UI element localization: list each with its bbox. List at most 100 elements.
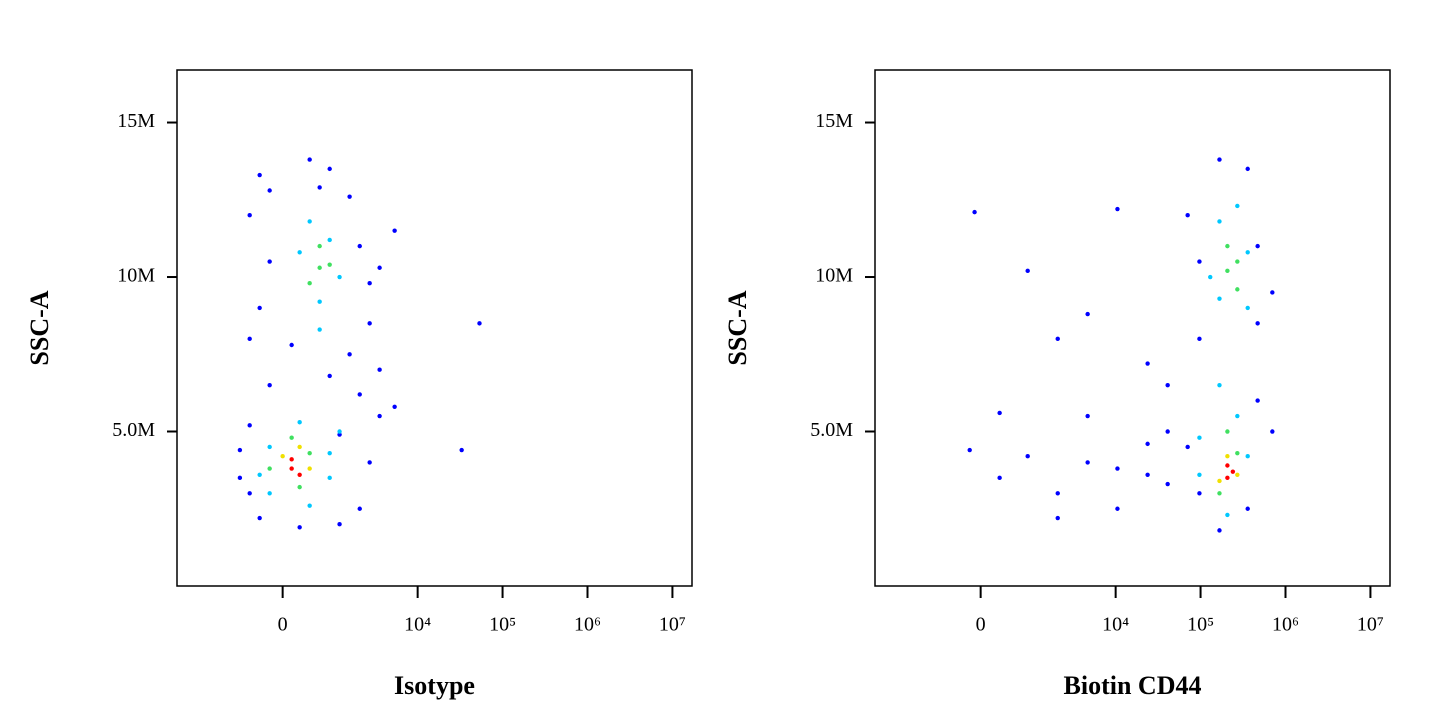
point bbox=[1235, 413, 1240, 419]
point bbox=[1245, 166, 1250, 172]
point bbox=[1197, 259, 1202, 264]
point bbox=[1085, 311, 1090, 317]
point bbox=[1055, 515, 1060, 521]
point bbox=[1025, 268, 1030, 274]
x-axis-label: Isotype bbox=[394, 671, 475, 700]
point bbox=[972, 209, 977, 215]
point bbox=[1217, 491, 1222, 496]
point bbox=[357, 506, 362, 511]
point bbox=[247, 491, 252, 496]
point bbox=[307, 503, 312, 508]
point bbox=[357, 392, 362, 397]
point bbox=[377, 413, 382, 419]
point bbox=[1145, 441, 1150, 447]
point bbox=[1217, 382, 1222, 388]
point bbox=[267, 466, 272, 471]
point bbox=[307, 450, 312, 456]
point bbox=[1115, 206, 1120, 212]
point bbox=[1145, 472, 1150, 477]
point bbox=[1225, 243, 1230, 249]
point bbox=[289, 342, 294, 348]
point bbox=[367, 280, 372, 286]
x-tick-label: 10⁵ bbox=[489, 614, 516, 636]
point bbox=[327, 450, 332, 456]
point bbox=[347, 194, 352, 199]
point bbox=[1197, 472, 1202, 477]
point bbox=[997, 475, 1002, 481]
point bbox=[1085, 460, 1090, 465]
point bbox=[1165, 429, 1170, 434]
point bbox=[392, 228, 397, 233]
point bbox=[327, 237, 332, 243]
point bbox=[307, 219, 312, 224]
y-tick-label: 10M bbox=[815, 265, 853, 287]
point bbox=[1085, 413, 1090, 419]
point bbox=[1055, 336, 1060, 342]
point bbox=[367, 321, 372, 326]
point bbox=[237, 475, 243, 481]
point bbox=[1145, 361, 1150, 366]
point bbox=[1197, 336, 1202, 342]
point bbox=[1225, 454, 1230, 459]
point bbox=[257, 305, 262, 311]
point bbox=[257, 172, 262, 178]
point bbox=[1235, 203, 1240, 209]
point bbox=[377, 367, 382, 372]
point bbox=[297, 472, 302, 477]
point bbox=[247, 213, 252, 218]
point bbox=[1225, 429, 1230, 434]
point bbox=[1230, 469, 1236, 474]
point bbox=[477, 321, 482, 326]
point bbox=[289, 457, 294, 462]
point bbox=[1115, 506, 1120, 511]
point bbox=[317, 265, 322, 270]
plot-frame bbox=[176, 69, 693, 587]
point bbox=[337, 522, 342, 527]
point bbox=[1217, 478, 1222, 484]
point bbox=[1217, 157, 1222, 162]
point bbox=[297, 420, 302, 425]
point bbox=[327, 262, 332, 267]
x-tick-label: 10⁷ bbox=[1357, 614, 1384, 636]
point bbox=[367, 460, 372, 465]
x-tick-label: 10⁴ bbox=[1102, 614, 1129, 636]
point bbox=[317, 327, 322, 332]
x-tick-label: 10⁷ bbox=[659, 614, 686, 636]
point bbox=[247, 336, 252, 342]
point bbox=[257, 515, 262, 521]
point bbox=[347, 352, 352, 357]
point bbox=[267, 491, 272, 496]
point bbox=[1025, 454, 1030, 459]
point bbox=[267, 382, 272, 388]
point bbox=[280, 454, 285, 459]
point bbox=[337, 432, 342, 437]
point bbox=[297, 444, 302, 450]
point bbox=[267, 444, 272, 450]
x-tick-label: 10⁵ bbox=[1187, 614, 1214, 636]
point bbox=[1255, 398, 1260, 403]
x-tick-label: 10⁴ bbox=[404, 614, 431, 636]
point bbox=[237, 447, 243, 453]
y-tick-label: 15M bbox=[815, 110, 853, 132]
point bbox=[392, 404, 397, 409]
point bbox=[247, 423, 252, 428]
point bbox=[1217, 296, 1222, 301]
point bbox=[377, 265, 382, 270]
x-tick-label: 10⁶ bbox=[1272, 614, 1299, 636]
point bbox=[1225, 463, 1230, 468]
point bbox=[1255, 243, 1260, 249]
point bbox=[1225, 512, 1230, 518]
point bbox=[1235, 287, 1240, 292]
plot-frame bbox=[874, 69, 1391, 587]
point bbox=[327, 373, 332, 379]
point bbox=[1165, 382, 1170, 388]
point bbox=[1197, 435, 1202, 440]
point bbox=[297, 250, 302, 255]
point bbox=[307, 280, 312, 286]
point bbox=[289, 435, 294, 440]
point bbox=[1225, 475, 1230, 481]
point bbox=[357, 243, 362, 249]
point bbox=[1185, 444, 1190, 450]
point bbox=[1197, 491, 1202, 496]
